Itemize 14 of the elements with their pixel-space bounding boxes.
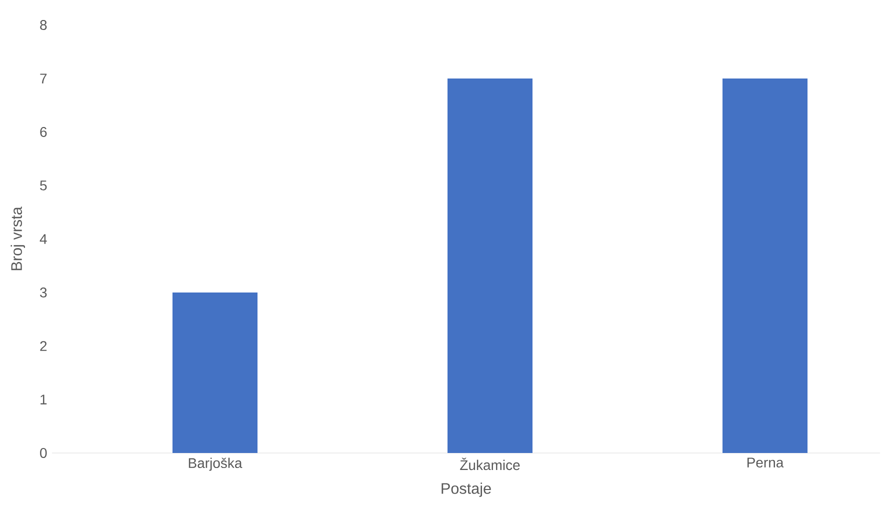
y-tick-label: 1: [40, 394, 47, 404]
x-tick-label: Perna: [747, 458, 784, 468]
y-tick-label: 5: [40, 180, 47, 190]
x-tick-label: Žukamice: [460, 458, 520, 470]
y-tick-label: 4: [40, 234, 47, 244]
y-tick-label: 6: [40, 127, 47, 137]
x-tick-label: Barjoška: [188, 458, 242, 471]
y-tick-label: 7: [40, 74, 47, 84]
y-tick-label: 2: [40, 341, 47, 351]
x-axis-title: Postaje: [442, 482, 491, 497]
y-tick-label: 8: [40, 20, 47, 30]
y-tick-label: 3: [40, 288, 47, 298]
y-axis-title: Broj vrsta: [10, 206, 26, 270]
y-tick-label: 0: [40, 448, 47, 458]
